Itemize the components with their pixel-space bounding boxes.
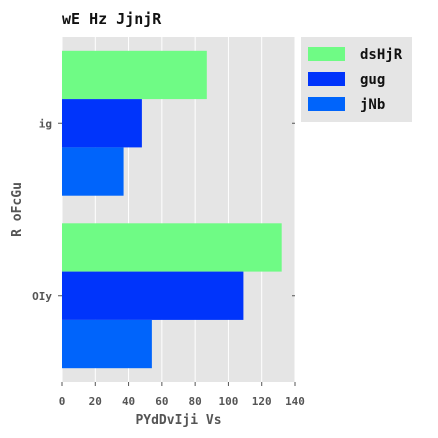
- x-tick-label: 40: [122, 395, 135, 408]
- legend-label: dsHjR: [360, 47, 403, 63]
- y-tick-labels: ig OIy: [32, 117, 295, 303]
- bar-gug-ig: [62, 99, 142, 148]
- legend-label: jNb: [360, 97, 385, 113]
- legend-swatch-gug: [308, 72, 345, 86]
- bar-gug-OIy: [62, 271, 244, 320]
- legend-label: gug: [360, 72, 385, 88]
- x-tick-label: 80: [189, 395, 202, 408]
- legend-swatch-dsHjR: [308, 47, 345, 61]
- chart-title: wE Hz JjnjR: [62, 10, 162, 28]
- y-axis-label: R oFcGu: [10, 182, 25, 237]
- x-tick-label: 20: [89, 395, 102, 408]
- legend: dsHjR gug jNb: [301, 37, 412, 122]
- x-tick-label: 120: [252, 395, 272, 408]
- x-axis-label: PYdDvIji Vs: [135, 413, 221, 428]
- x-tick-label: 100: [218, 395, 238, 408]
- bars-group: [62, 50, 282, 369]
- x-tick-label: 0: [59, 395, 66, 408]
- x-tick-label: 60: [155, 395, 168, 408]
- bar-dsHjR-ig: [62, 50, 207, 100]
- bar-jNb-ig: [62, 147, 124, 196]
- bar-jNb-OIy: [62, 319, 152, 369]
- y-tick-label: OIy: [32, 290, 52, 303]
- x-tick-label: 140: [285, 395, 305, 408]
- legend-swatch-jNb: [308, 97, 345, 111]
- x-tick-labels: 0 20 40 60 80 100 120 140: [59, 382, 305, 408]
- bar-dsHjR-OIy: [62, 223, 282, 272]
- y-tick-label: ig: [39, 117, 52, 130]
